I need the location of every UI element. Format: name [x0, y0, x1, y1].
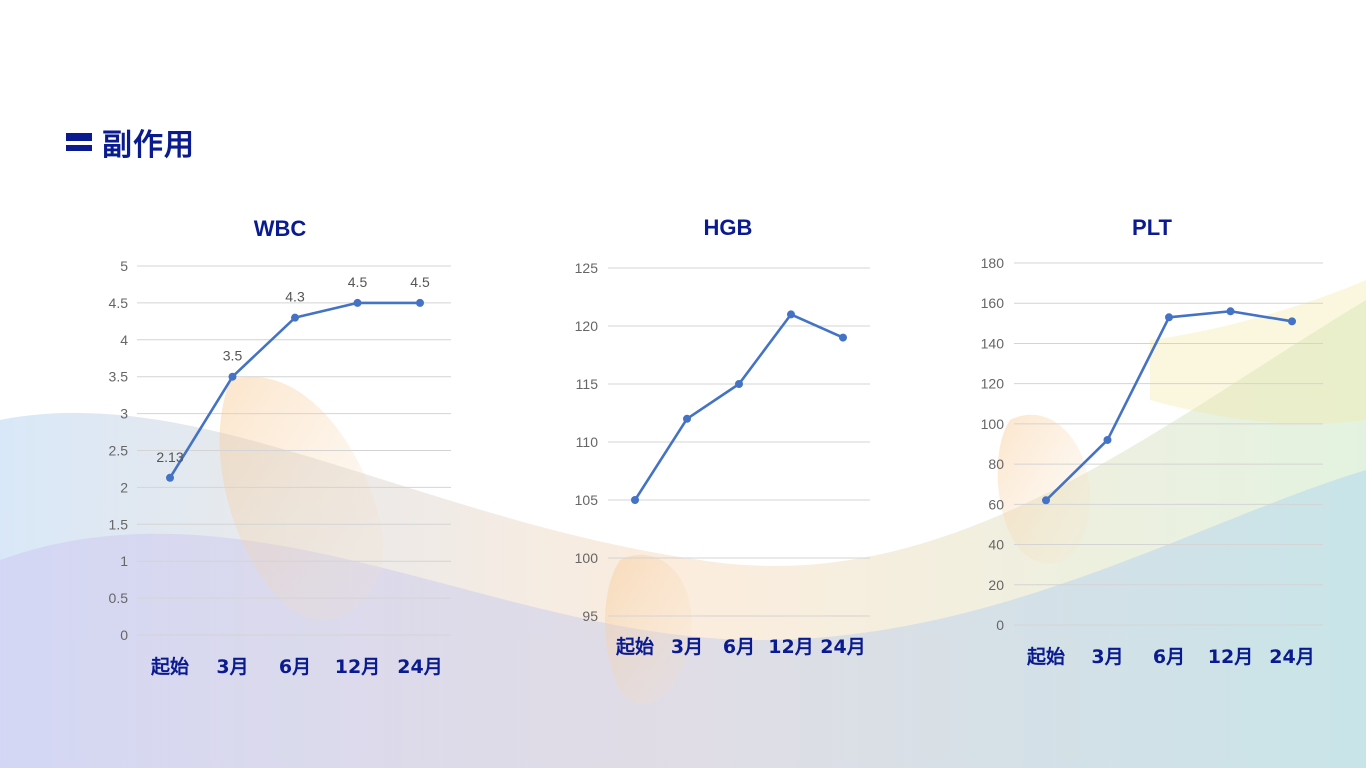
wbc-data-label: 4.3	[285, 289, 305, 305]
hgb-data-point	[735, 380, 743, 388]
hgb-x-tick-label: 3月	[671, 636, 703, 658]
wbc-y-tick-label: 2.5	[109, 443, 129, 459]
wbc-data-label: 4.5	[348, 274, 368, 290]
plt-data-point	[1165, 313, 1173, 322]
plt-data-point	[1288, 317, 1296, 326]
plt-x-tick-label: 3月	[1091, 646, 1123, 668]
plt-data-point	[1103, 435, 1112, 444]
hgb-y-tick-label: 125	[575, 260, 599, 276]
plt-x-tick-label: 起始	[1026, 645, 1065, 668]
wbc-x-tick-label: 6月	[279, 656, 311, 678]
wbc-y-tick-label: 4.5	[109, 295, 129, 311]
hgb-y-tick-label: 95	[582, 608, 598, 624]
wbc-y-tick-label: 5	[120, 258, 128, 274]
plt-x-tick-label: 24月	[1269, 646, 1314, 668]
wbc-series-line	[168, 301, 420, 479]
wbc-data-point	[416, 298, 424, 307]
wbc-y-tick-label: 0.5	[109, 590, 129, 606]
hgb-x-tick-label: 12月	[768, 636, 813, 658]
wbc-x-tick-label: 起始	[150, 655, 189, 678]
hgb-x-tick-label: 6月	[723, 636, 755, 658]
wbc-y-tick-label: 3.5	[109, 369, 129, 385]
plt-data-point	[1042, 496, 1050, 505]
hgb-chart-title: HGB	[704, 215, 753, 240]
page-title: 副作用	[102, 128, 195, 163]
wbc-x-tick-label: 12月	[335, 656, 380, 678]
wbc-y-tick-label: 2	[120, 479, 128, 495]
plt-y-tick-label: 120	[981, 376, 1005, 392]
plt-y-tick-label: 60	[988, 496, 1004, 512]
title-bars-icon	[66, 131, 92, 153]
wbc-y-tick-label: 1	[120, 553, 128, 569]
wbc-x-tick-label: 24月	[397, 656, 442, 678]
hgb-data-point	[839, 333, 847, 342]
wbc-y-tick-label: 4	[120, 332, 128, 348]
wbc-x-tick-label: 3月	[216, 656, 248, 678]
plt-y-tick-label: 80	[988, 456, 1004, 472]
plt-chart-title: PLT	[1132, 215, 1172, 240]
wbc-data-point	[353, 298, 362, 307]
wbc-data-label: 2.13	[156, 449, 183, 465]
plt-x-tick-label: 6月	[1153, 646, 1185, 668]
hgb-y-tick-label: 110	[576, 434, 599, 450]
plt-y-tick-label: 20	[988, 577, 1004, 593]
hgb-data-point	[631, 496, 639, 504]
wbc-chart-title: WBC	[254, 216, 307, 241]
wbc-chart: WBC 0 0.5 1 1.5 2 2.5 3 3.5 4 4.5 5 起始 3月 6月 12月 24月 2.13…	[109, 216, 451, 678]
plt-y-tick-label: 140	[981, 335, 1005, 351]
hgb-y-tick-label: 120	[575, 318, 599, 334]
wbc-data-label: 4.5	[410, 274, 430, 290]
hgb-series-line	[633, 313, 844, 501]
plt-y-tick-label: 180	[981, 255, 1005, 271]
hgb-y-tick-label: 105	[575, 492, 599, 508]
page-header: 副作用	[66, 122, 195, 163]
plt-x-tick-label: 12月	[1208, 646, 1253, 668]
plt-y-tick-label: 0	[996, 617, 1004, 633]
wbc-y-tick-label: 0	[120, 627, 128, 643]
plt-series-line	[1045, 309, 1293, 502]
wbc-data-point	[166, 473, 174, 482]
hgb-chart: HGB 95 100 105 110 115 120 125 起始 3月 6月 12月 24月	[575, 215, 870, 658]
wbc-y-tick-label: 1.5	[109, 516, 129, 532]
hgb-y-tick-label: 100	[575, 550, 599, 566]
hgb-y-tick-label: 115	[576, 376, 599, 392]
plt-y-tick-label: 100	[981, 416, 1005, 432]
hgb-data-point	[683, 414, 691, 423]
hgb-x-tick-label: 24月	[820, 636, 865, 658]
wbc-y-tick-label: 3	[120, 406, 128, 422]
plt-data-point	[1226, 307, 1235, 316]
wbc-data-point	[291, 313, 299, 322]
wbc-data-point	[228, 372, 237, 381]
plt-y-tick-label: 40	[988, 537, 1004, 553]
hgb-x-tick-label: 起始	[615, 635, 654, 658]
plt-y-tick-label: 160	[981, 295, 1005, 311]
hgb-data-point	[787, 310, 795, 319]
wbc-data-label: 3.5	[223, 348, 243, 364]
plt-chart: PLT 0 20 40 60 80 100 120 140 160 180 起始 3月 6月 12月 24月	[981, 215, 1323, 668]
